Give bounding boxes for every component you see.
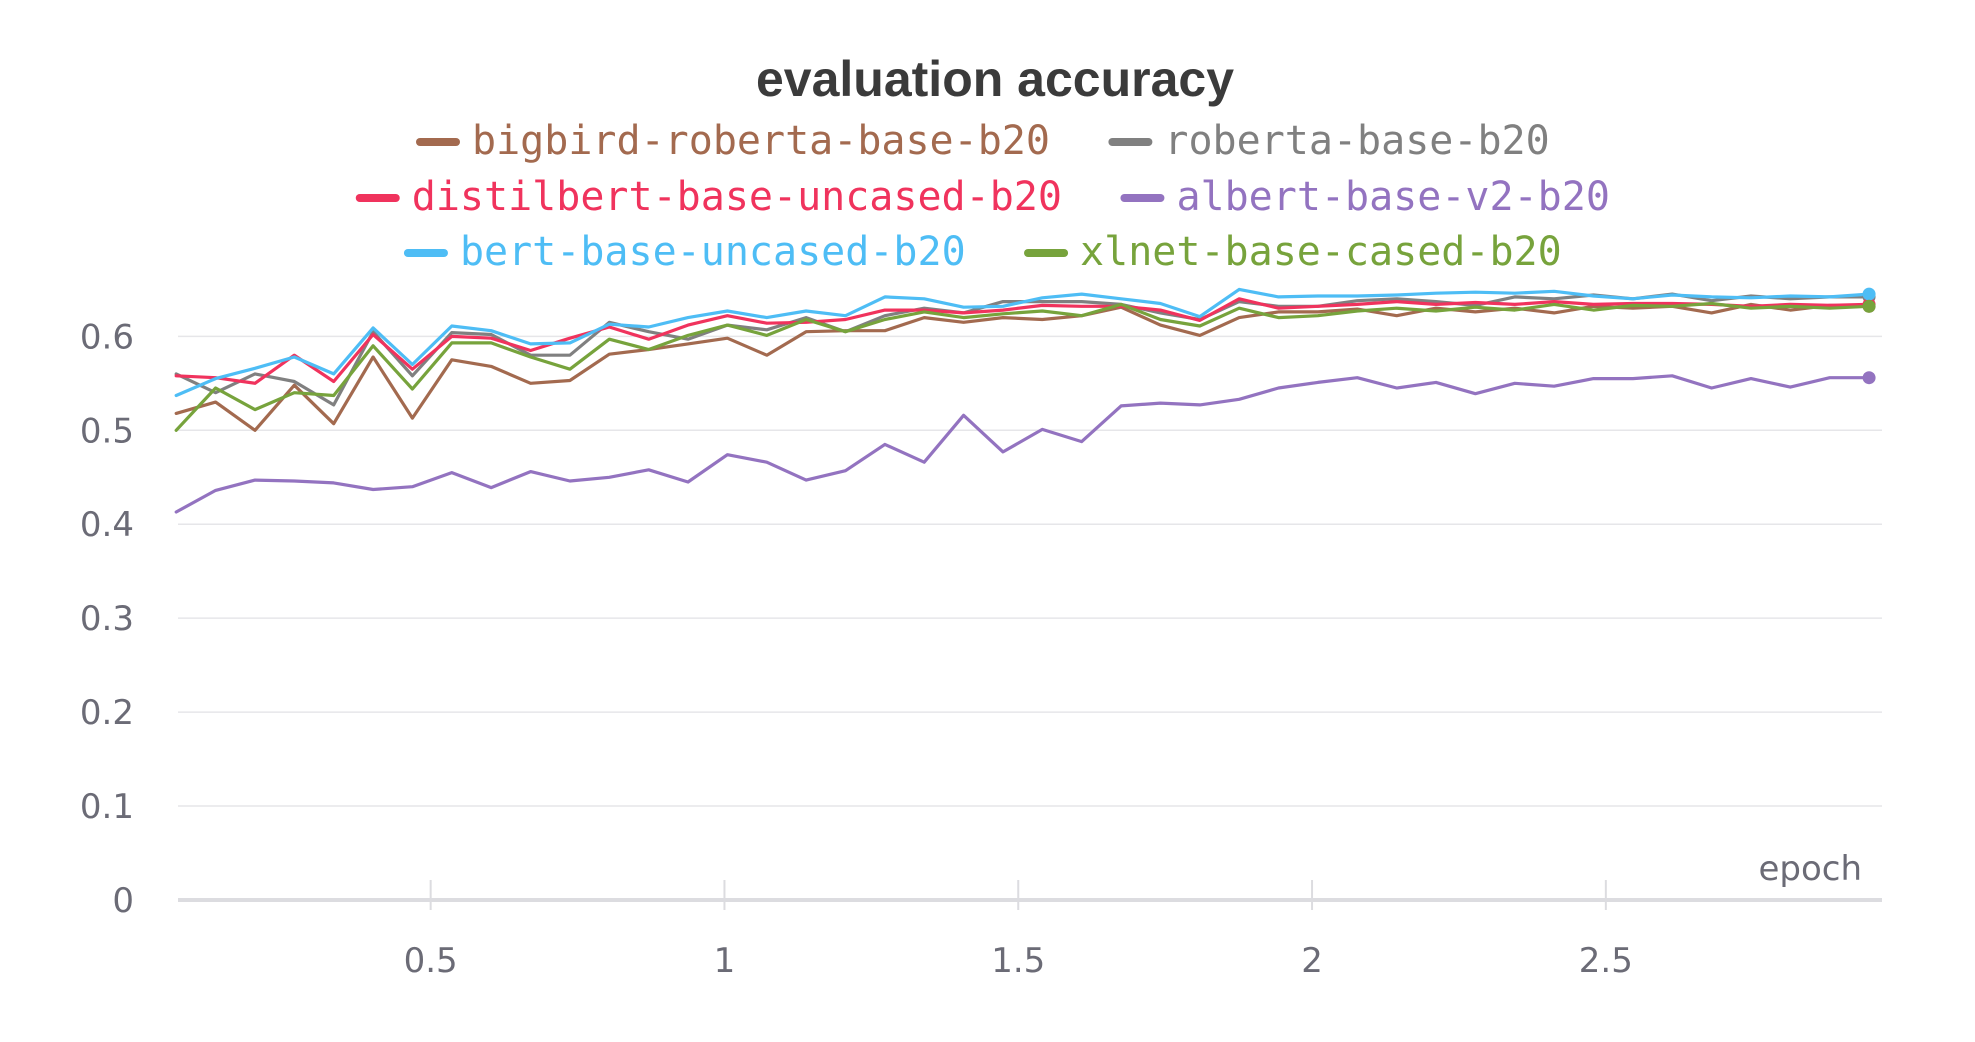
y-tick-label: 0.3	[80, 599, 134, 639]
series-line-albert-base-v2-b20	[174, 374, 1871, 514]
legend-label-xlnet-base-cased-b20: xlnet-base-cased-b20	[1080, 229, 1562, 275]
x-axis-label: epoch	[1758, 849, 1862, 889]
series-end-point-bert-base-uncased-b20	[1862, 287, 1876, 301]
grid-lines	[178, 335, 1882, 807]
series-line-roberta-base-b20	[174, 292, 1871, 407]
legend-label-distilbert-base-uncased-b20: distilbert-base-uncased-b20	[412, 174, 1062, 220]
series-line-distilbert-base-uncased-b20	[174, 297, 1871, 385]
chart-title: evaluation accuracy	[756, 51, 1234, 107]
series-line-bigbird-roberta-base-b20	[174, 302, 1871, 432]
y-tick-label: 0.6	[80, 317, 134, 357]
series-line-xlnet-base-cased-b20	[174, 301, 1871, 432]
x-tick-label: 1.5	[991, 941, 1045, 981]
y-tick-label: 0.1	[80, 787, 134, 827]
legend-label-bigbird-roberta-base-b20: bigbird-roberta-base-b20	[472, 118, 1050, 164]
legend-label-roberta-base-b20: roberta-base-b20	[1164, 118, 1549, 164]
legend-label-albert-base-v2-b20: albert-base-v2-b20	[1176, 174, 1609, 220]
series-end-points	[1862, 287, 1876, 385]
y-tick-label: 0	[112, 881, 134, 921]
y-tick-label: 0.4	[80, 505, 134, 545]
x-tick-label: 2	[1301, 941, 1323, 981]
legend: bigbird-roberta-base-b20 roberta-base-b20…	[355, 118, 1610, 275]
x-tick-label: 1	[714, 941, 736, 981]
series-end-point-xlnet-base-cased-b20	[1862, 299, 1876, 313]
x-axis: 0.5 1 1.5 2 2.5	[178, 880, 1882, 981]
series-lines	[174, 287, 1871, 514]
x-tick-label: 0.5	[404, 941, 458, 981]
series-line-bert-base-uncased-b20	[174, 287, 1871, 398]
y-tick-label: 0.5	[80, 411, 134, 451]
legend-label-bert-base-uncased-b20: bert-base-uncased-b20	[460, 229, 966, 275]
series-end-point-albert-base-v2-b20	[1862, 371, 1876, 385]
x-tick-label: 2.5	[1579, 941, 1633, 981]
y-axis-ticks: 0 0.1 0.2 0.3 0.4 0.5 0.6	[80, 317, 134, 921]
y-tick-label: 0.2	[80, 693, 134, 733]
